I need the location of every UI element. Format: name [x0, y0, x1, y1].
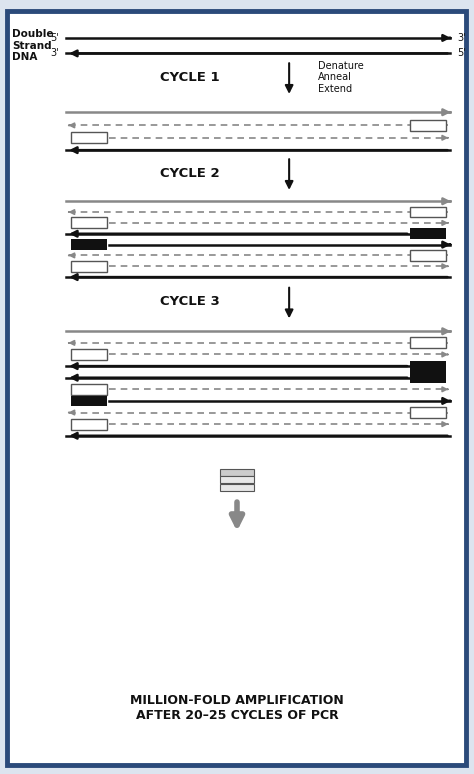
Text: CYCLE 3: CYCLE 3: [160, 296, 219, 308]
Bar: [71, 239, 107, 250]
Bar: [71, 396, 107, 406]
Bar: [410, 372, 446, 383]
Text: CYCLE 1: CYCLE 1: [160, 71, 219, 84]
Bar: [220, 468, 254, 475]
Bar: [410, 407, 446, 418]
Bar: [71, 132, 107, 143]
Bar: [220, 476, 254, 483]
Bar: [71, 349, 107, 360]
Bar: [71, 261, 107, 272]
Text: CYCLE 2: CYCLE 2: [160, 167, 219, 180]
Text: 3': 3': [457, 33, 466, 43]
Text: 5': 5': [51, 33, 59, 43]
Text: 5': 5': [457, 49, 466, 58]
Bar: [410, 228, 446, 239]
Bar: [410, 250, 446, 261]
Text: MILLION-FOLD AMPLIFICATION
AFTER 20–25 CYCLES OF PCR: MILLION-FOLD AMPLIFICATION AFTER 20–25 C…: [130, 694, 344, 722]
Bar: [71, 384, 107, 395]
Bar: [220, 485, 254, 491]
Bar: [410, 207, 446, 217]
Bar: [71, 419, 107, 430]
Bar: [71, 217, 107, 228]
Text: Denature
Anneal
Extend: Denature Anneal Extend: [318, 61, 364, 94]
FancyBboxPatch shape: [7, 11, 466, 765]
Bar: [410, 337, 446, 348]
Text: Double
Strand
DNA: Double Strand DNA: [12, 29, 54, 62]
Bar: [410, 120, 446, 131]
Text: 3': 3': [51, 49, 59, 58]
Bar: [410, 361, 446, 372]
